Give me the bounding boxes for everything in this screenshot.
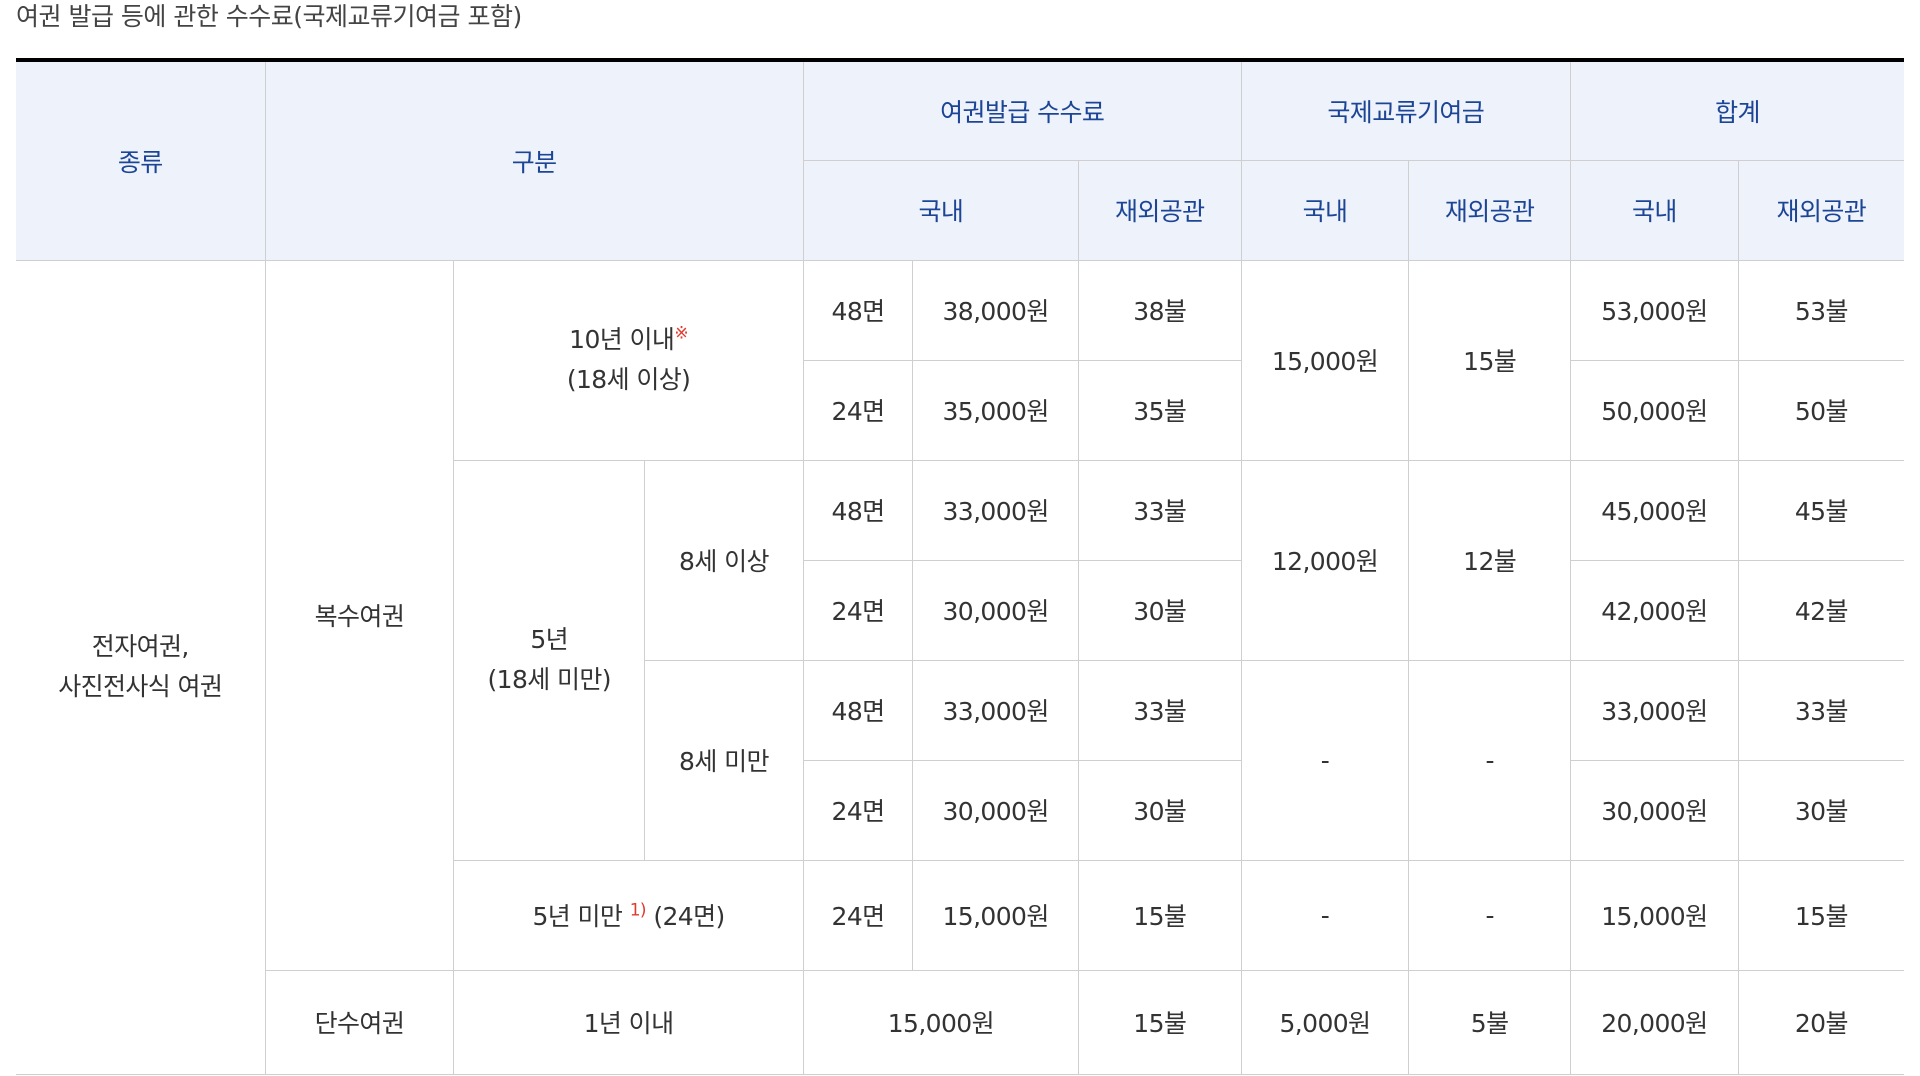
header-total-domestic: 국내 bbox=[1570, 159, 1739, 261]
total-domestic-cell: 30,000원 bbox=[1570, 759, 1739, 861]
fee-overseas-cell: 15불 bbox=[1077, 969, 1242, 1075]
table-row: 8세 미만 48면 33,000원 33불 - - 33,000원 33불 bbox=[16, 659, 1904, 861]
total-domestic-cell: 33,000원 bbox=[1570, 659, 1739, 761]
table-row: 24면 30,000원 30불 30,000원 30불 bbox=[16, 759, 1904, 861]
fee-overseas-cell: 38불 bbox=[1077, 259, 1242, 361]
contribution-overseas-cell: - bbox=[1408, 859, 1571, 971]
fee-domestic-cell: 30,000원 bbox=[912, 559, 1079, 661]
pages-cell: 24면 bbox=[803, 759, 914, 861]
fee-overseas-cell: 35불 bbox=[1077, 359, 1242, 461]
fee-overseas-cell: 15불 bbox=[1077, 859, 1242, 971]
header-contribution-overseas: 재외공관 bbox=[1408, 159, 1571, 261]
total-overseas-cell: 53불 bbox=[1737, 259, 1904, 361]
table-caption: 여권 발급 등에 관한 수수료(국제교류기여금 포함) bbox=[16, 2, 522, 31]
contribution-domestic-cell: 12,000원 bbox=[1240, 459, 1410, 661]
fee-domestic-cell: 30,000원 bbox=[912, 759, 1079, 861]
header-total: 합계 bbox=[1570, 59, 1904, 161]
table-row: 단수여권 1년 이내 15,000원 15불 5,000원 5불 20,000원… bbox=[16, 969, 1904, 1075]
header-contribution-domestic: 국내 bbox=[1240, 159, 1410, 261]
header-fee-domestic: 국내 bbox=[803, 159, 1079, 261]
under-five-year-cell: 5년 미만 1) (24면) bbox=[453, 859, 804, 971]
total-overseas-cell: 30불 bbox=[1737, 759, 1904, 861]
contribution-domestic-cell: - bbox=[1240, 859, 1410, 971]
age8-under-cell: 8세 미만 bbox=[644, 659, 804, 861]
multiple-passport-cell: 복수여권 bbox=[264, 259, 455, 971]
header-issuance-fee: 여권발급 수수료 bbox=[802, 59, 1242, 161]
contribution-overseas-cell: 12불 bbox=[1408, 459, 1571, 661]
fee-domestic-cell: 38,000원 bbox=[912, 259, 1079, 361]
total-overseas-cell: 42불 bbox=[1737, 559, 1904, 661]
header-fee-overseas: 재외공관 bbox=[1077, 159, 1242, 261]
five-year-label: 5년 bbox=[530, 625, 569, 654]
header-contribution: 국제교류기여금 bbox=[1240, 59, 1572, 161]
total-domestic-cell: 45,000원 bbox=[1570, 459, 1739, 561]
total-domestic-cell: 53,000원 bbox=[1570, 259, 1739, 361]
total-overseas-cell: 15불 bbox=[1737, 859, 1904, 971]
fee-overseas-cell: 30불 bbox=[1077, 759, 1242, 861]
fee-overseas-cell: 33불 bbox=[1077, 659, 1242, 761]
total-domestic-cell: 42,000원 bbox=[1570, 559, 1739, 661]
footnote-marker: 1) bbox=[629, 900, 647, 921]
pages-cell: 24면 bbox=[803, 359, 914, 461]
five-year-age: (18세 미만) bbox=[487, 665, 611, 694]
ten-year-cell: 10년 이내※ (18세 이상) bbox=[453, 259, 804, 461]
kind-line-1: 전자여권, bbox=[91, 632, 190, 661]
fee-overseas-cell: 30불 bbox=[1077, 559, 1242, 661]
pages-cell: 24면 bbox=[802, 859, 914, 971]
fee-domestic-cell: 33,000원 bbox=[912, 659, 1079, 761]
ten-year-label: 10년 이내 bbox=[569, 325, 675, 354]
contribution-overseas-cell: - bbox=[1408, 659, 1571, 861]
contribution-overseas-cell: 15불 bbox=[1408, 259, 1571, 461]
fee-overseas-cell: 33불 bbox=[1077, 459, 1242, 561]
total-overseas-cell: 20불 bbox=[1737, 969, 1904, 1075]
contribution-domestic-cell: 15,000원 bbox=[1240, 259, 1410, 461]
header-category: 구분 bbox=[264, 59, 804, 261]
pages-cell: 48면 bbox=[802, 659, 914, 761]
total-overseas-cell: 45불 bbox=[1737, 459, 1904, 561]
total-domestic-cell: 50,000원 bbox=[1570, 359, 1739, 461]
kind-cell: 전자여권, 사진전사식 여권 bbox=[16, 259, 266, 1075]
header-total-overseas: 재외공관 bbox=[1737, 159, 1904, 261]
pages-cell: 24면 bbox=[803, 559, 914, 661]
kind-line-2: 사진전사식 여권 bbox=[58, 672, 223, 701]
five-year-cell: 5년 (18세 미만) bbox=[453, 459, 646, 861]
contribution-overseas-cell: 5불 bbox=[1408, 969, 1571, 1075]
contribution-domestic-cell: - bbox=[1240, 659, 1410, 861]
fee-domestic-cell: 33,000원 bbox=[912, 459, 1079, 561]
single-passport-cell: 단수여권 bbox=[265, 969, 455, 1075]
fee-domestic-cell: 15,000원 bbox=[912, 859, 1079, 971]
total-domestic-cell: 15,000원 bbox=[1570, 859, 1739, 971]
table-row: 전자여권, 사진전사식 여권 복수여권 10년 이내※ (18세 이상) 48면… bbox=[16, 259, 1904, 1075]
under-five-year-label: 5년 미만 bbox=[532, 902, 623, 931]
table-row: 5년 (18세 미만) 8세 이상 48면 33,000원 33불 12,000… bbox=[16, 459, 1904, 861]
age8-over-cell: 8세 이상 bbox=[644, 459, 804, 661]
contribution-domestic-cell: 5,000원 bbox=[1240, 969, 1410, 1075]
pages-cell: 48면 bbox=[802, 459, 914, 561]
note-mark: ※ bbox=[674, 323, 688, 344]
under-five-year-pages: (24면) bbox=[653, 902, 725, 931]
total-overseas-cell: 50불 bbox=[1737, 359, 1904, 461]
table-row: 24면 35,000원 35불 50,000원 50불 bbox=[16, 359, 1904, 461]
ten-year-age: (18세 이상) bbox=[566, 365, 691, 394]
fee-domestic-cell: 15,000원 bbox=[802, 969, 1079, 1075]
one-year-cell: 1년 이내 bbox=[453, 969, 804, 1075]
total-overseas-cell: 33불 bbox=[1737, 659, 1904, 761]
total-domestic-cell: 20,000원 bbox=[1570, 969, 1739, 1075]
header-type: 종류 bbox=[16, 59, 266, 261]
pages-cell: 48면 bbox=[802, 259, 914, 361]
passport-fee-table: 종류 구분 여권발급 수수료 국제교류기여금 합계 국내 재외공관 국내 재외공… bbox=[16, 58, 1904, 1075]
fee-domestic-cell: 35,000원 bbox=[912, 359, 1079, 461]
